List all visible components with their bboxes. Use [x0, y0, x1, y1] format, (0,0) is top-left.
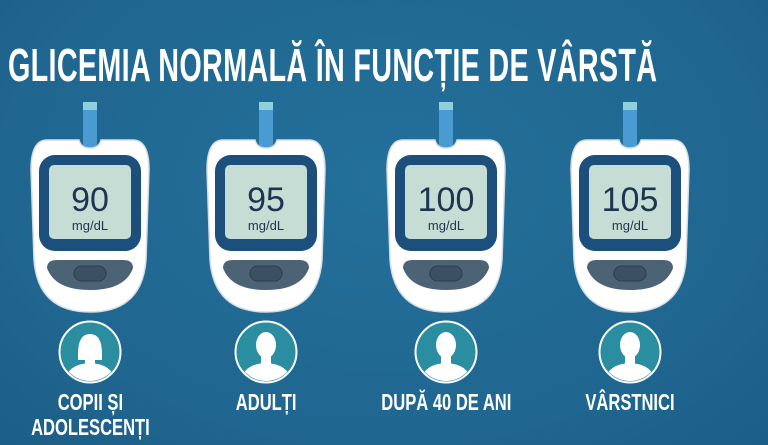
meter-group: 105 mg/dL VÂRSTNICI [540, 100, 720, 445]
person-icon [234, 320, 298, 384]
page-title: GLICEMIA NORMALĂ ÎN FUNCȚIE DE VÂRSTĂ [8, 39, 658, 91]
group-label: VÂRSTNICI [510, 390, 750, 415]
group-label-line: ADOLESCENȚI [30, 414, 150, 440]
person-female-icon [58, 320, 122, 384]
person-icon [598, 320, 662, 384]
person-icon [414, 320, 478, 384]
meter-group: 100 mg/dL DUPĂ 40 DE ANI [356, 100, 536, 445]
group-label-line: ADULȚI [235, 389, 297, 415]
group-label-line: VÂRSTNICI [585, 389, 675, 415]
glucose-value: 90 [71, 181, 109, 219]
glucose-unit: mg/dL [248, 218, 284, 233]
group-label-line: COPII ȘI [57, 389, 123, 415]
group-label: DUPĂ 40 DE ANI [326, 390, 566, 415]
group-label: COPII ȘI ADOLESCENȚI [0, 390, 210, 440]
glucose-unit: mg/dL [428, 218, 464, 233]
meter-group: 95 mg/dL ADULȚI [176, 100, 356, 445]
meter-group: 90 mg/dL COPII ȘI ADOLESCENȚI [0, 100, 180, 445]
glucose-value: 105 [602, 181, 659, 219]
glucose-value: 95 [247, 181, 285, 219]
glucose-unit: mg/dL [612, 218, 648, 233]
glucose-unit: mg/dL [72, 218, 108, 233]
glucose-value: 100 [418, 181, 475, 219]
group-label-line: DUPĂ 40 DE ANI [380, 389, 512, 415]
group-label: ADULȚI [146, 390, 386, 415]
